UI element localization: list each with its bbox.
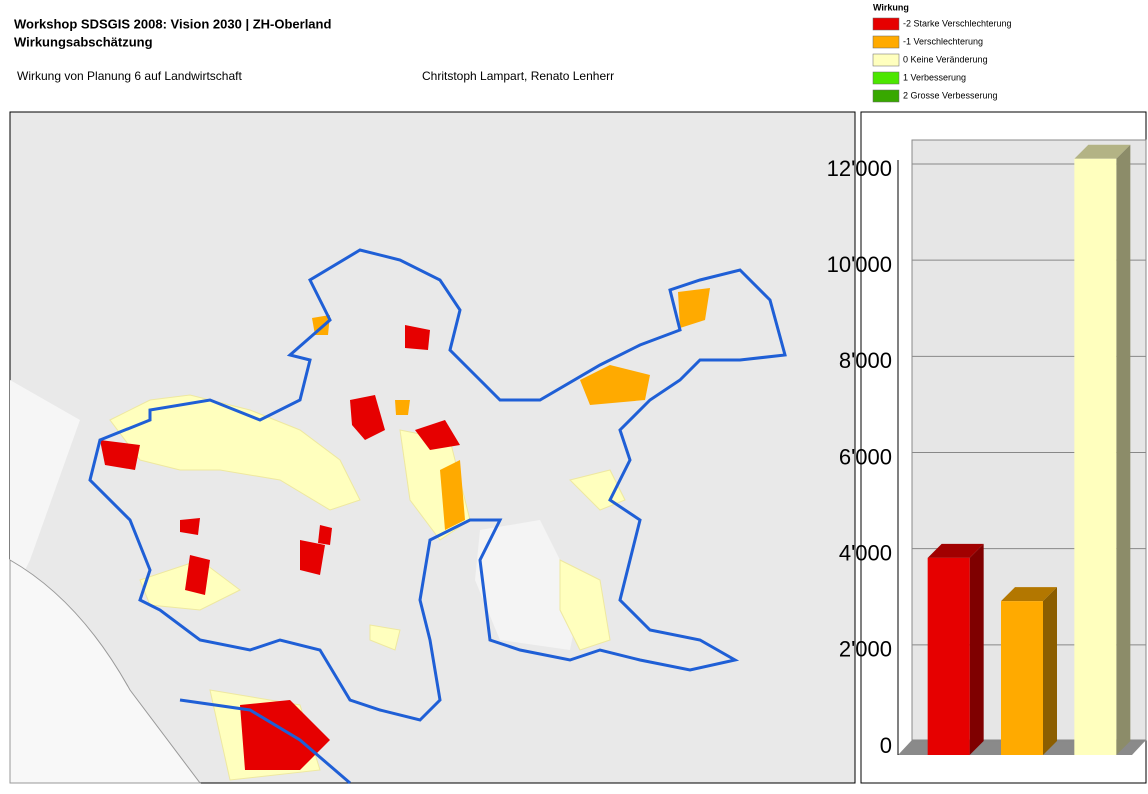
legend-swatch bbox=[872, 35, 900, 49]
legend: -2 Starke Verschlechterung -1 Verschlecht… bbox=[872, 17, 1012, 103]
subtitle: Wirkungsabschätzung bbox=[14, 34, 153, 49]
y-tick-label: 8'000 bbox=[839, 348, 892, 373]
legend-label: -1 Verschlechterung bbox=[903, 36, 983, 46]
legend-label: 0 Keine Veränderung bbox=[903, 54, 988, 64]
lake bbox=[9, 559, 202, 784]
description: Wirkung von Planung 6 auf Landwirtschaft bbox=[17, 69, 242, 83]
legend-swatch bbox=[872, 53, 900, 67]
authors: Chritstoph Lampart, Renato Lenherr bbox=[422, 69, 614, 83]
boundary bbox=[179, 698, 351, 785]
bar bbox=[927, 557, 970, 755]
y-tick-label: 4'000 bbox=[839, 540, 892, 565]
terrain bbox=[10, 380, 80, 600]
legend-label: 2 Grosse Verbesserung bbox=[903, 90, 998, 100]
boundary bbox=[88, 248, 787, 722]
y-tick-label: 0 bbox=[880, 733, 892, 758]
title: Workshop SDSGIS 2008: Vision 2030 | ZH-O… bbox=[14, 16, 331, 31]
bar-top bbox=[927, 543, 984, 558]
bar-top bbox=[1001, 587, 1057, 602]
patches-worse bbox=[312, 288, 710, 530]
bar-side bbox=[1043, 587, 1057, 755]
bar-chart: 0 2'000 4'000 6'000 8'000 10'000 12'000 bbox=[827, 111, 1147, 784]
bar bbox=[1001, 601, 1043, 755]
legend-swatch bbox=[872, 71, 900, 85]
y-tick-label: 10'000 bbox=[827, 252, 892, 277]
bar-side bbox=[969, 543, 984, 755]
legend-label: -2 Starke Verschlechterung bbox=[903, 18, 1012, 28]
bar-side bbox=[1116, 144, 1131, 755]
legend-swatch bbox=[872, 89, 900, 103]
bar-top bbox=[1074, 144, 1131, 159]
legend-label: 1 Verbesserung bbox=[903, 72, 966, 82]
legend-title: Wirkung bbox=[873, 2, 909, 12]
y-tick-label: 2'000 bbox=[839, 637, 892, 662]
legend-swatch bbox=[872, 17, 900, 31]
y-tick-label: 12'000 bbox=[827, 156, 892, 181]
map bbox=[9, 111, 856, 785]
bar bbox=[1074, 158, 1117, 755]
y-tick-label: 6'000 bbox=[839, 444, 892, 469]
lake bbox=[475, 520, 580, 650]
